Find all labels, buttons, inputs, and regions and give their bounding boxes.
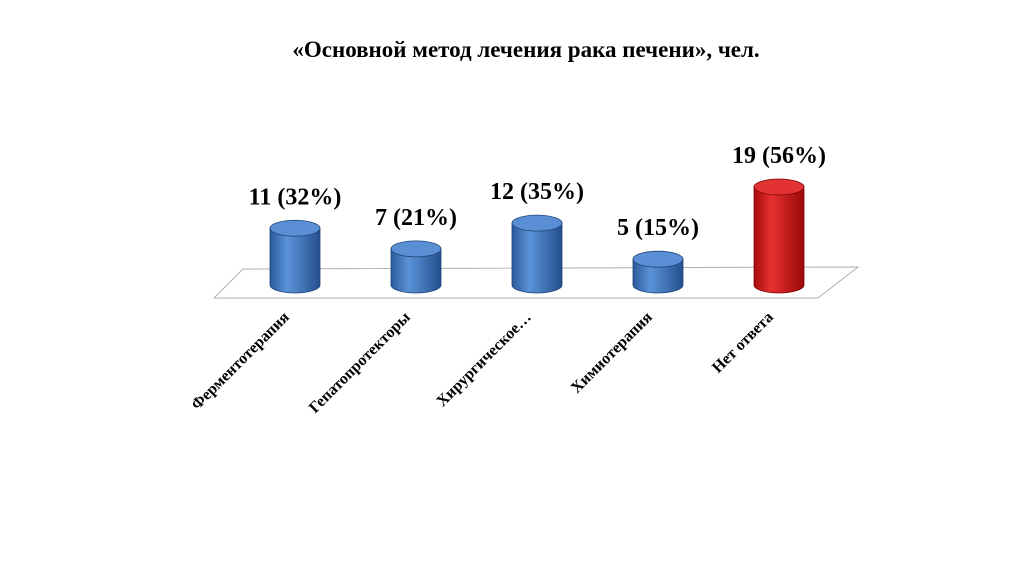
data-label: 11 (32%) — [249, 184, 342, 210]
category-label: Хирургическое… — [433, 309, 534, 410]
data-label: 5 (15%) — [617, 215, 699, 241]
category-labels-group: Ферментотерапия Гепатопротекторы Хирургиче… — [188, 308, 777, 416]
category-label: Ферментотерапия — [188, 309, 293, 414]
bar-3 — [511, 214, 563, 294]
category-label: Гепатопротекторы — [306, 308, 414, 416]
bar-top — [511, 214, 563, 232]
bar-body — [390, 248, 442, 294]
bar-top — [390, 240, 442, 258]
data-labels-group: 11 (32%) 7 (21%) 12 (35%) 5 (15%) 19 (56%) — [249, 143, 826, 241]
category-label: Химиотерапия — [568, 309, 656, 397]
category-label: Нет ответа — [709, 309, 777, 377]
bar-1 — [269, 219, 321, 294]
bar-top — [269, 219, 321, 237]
bar-2 — [390, 240, 442, 294]
bar-top — [632, 250, 684, 268]
data-label: 7 (21%) — [375, 205, 457, 231]
chart-title: «Основной метод лечения рака печени», че… — [292, 37, 759, 62]
data-label: 12 (35%) — [490, 179, 584, 205]
bar-top — [753, 178, 805, 196]
bar-4 — [632, 250, 684, 294]
bar-5 — [753, 178, 805, 294]
bar-body — [269, 227, 321, 294]
bar-body — [753, 186, 805, 294]
bars-group — [269, 178, 805, 294]
bar-body — [511, 222, 563, 294]
data-label: 19 (56%) — [732, 143, 826, 169]
bar-body — [632, 258, 684, 294]
